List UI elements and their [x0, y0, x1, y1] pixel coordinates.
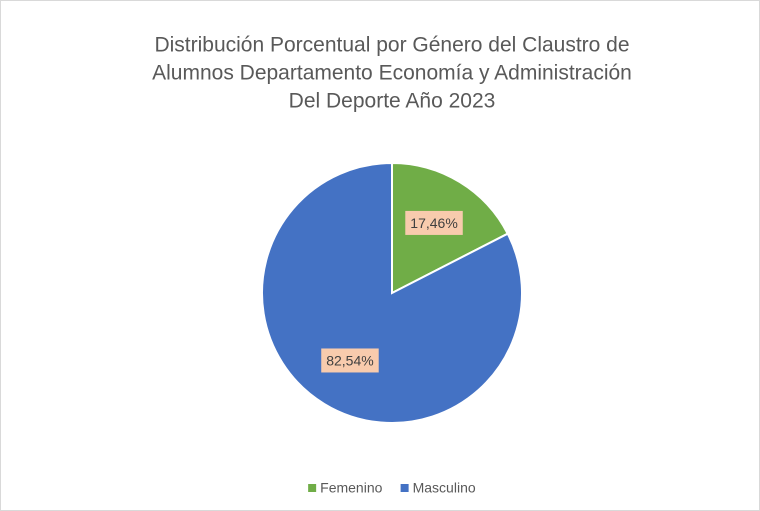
- data-label: 82,54%: [326, 352, 373, 368]
- chart-title: Alumnos Departamento Economía y Administ…: [152, 62, 632, 85]
- legend-swatch: [400, 484, 409, 492]
- legend-swatch: [308, 484, 317, 492]
- chart-title: Distribución Porcentual por Género del C…: [154, 34, 629, 57]
- data-label-box: [321, 348, 379, 373]
- chart-title: Del Deporte Año 2023: [289, 90, 496, 113]
- data-label: 17,46%: [410, 215, 457, 231]
- legend-label: Femenino: [320, 480, 382, 496]
- legend-label: Masculino: [413, 480, 476, 496]
- data-label-box: [405, 210, 463, 235]
